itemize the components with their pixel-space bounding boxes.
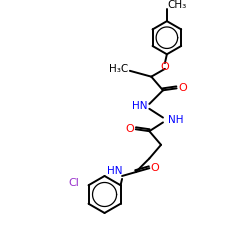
Text: O: O (178, 83, 187, 93)
Text: H₃C: H₃C (109, 64, 128, 74)
Text: Cl: Cl (68, 178, 79, 188)
Text: O: O (151, 163, 160, 173)
Text: NH: NH (168, 114, 183, 124)
Text: O: O (160, 62, 169, 72)
Text: HN: HN (132, 101, 148, 111)
Text: O: O (126, 124, 134, 134)
Text: CH₃: CH₃ (168, 0, 187, 10)
Text: HN: HN (106, 166, 122, 176)
